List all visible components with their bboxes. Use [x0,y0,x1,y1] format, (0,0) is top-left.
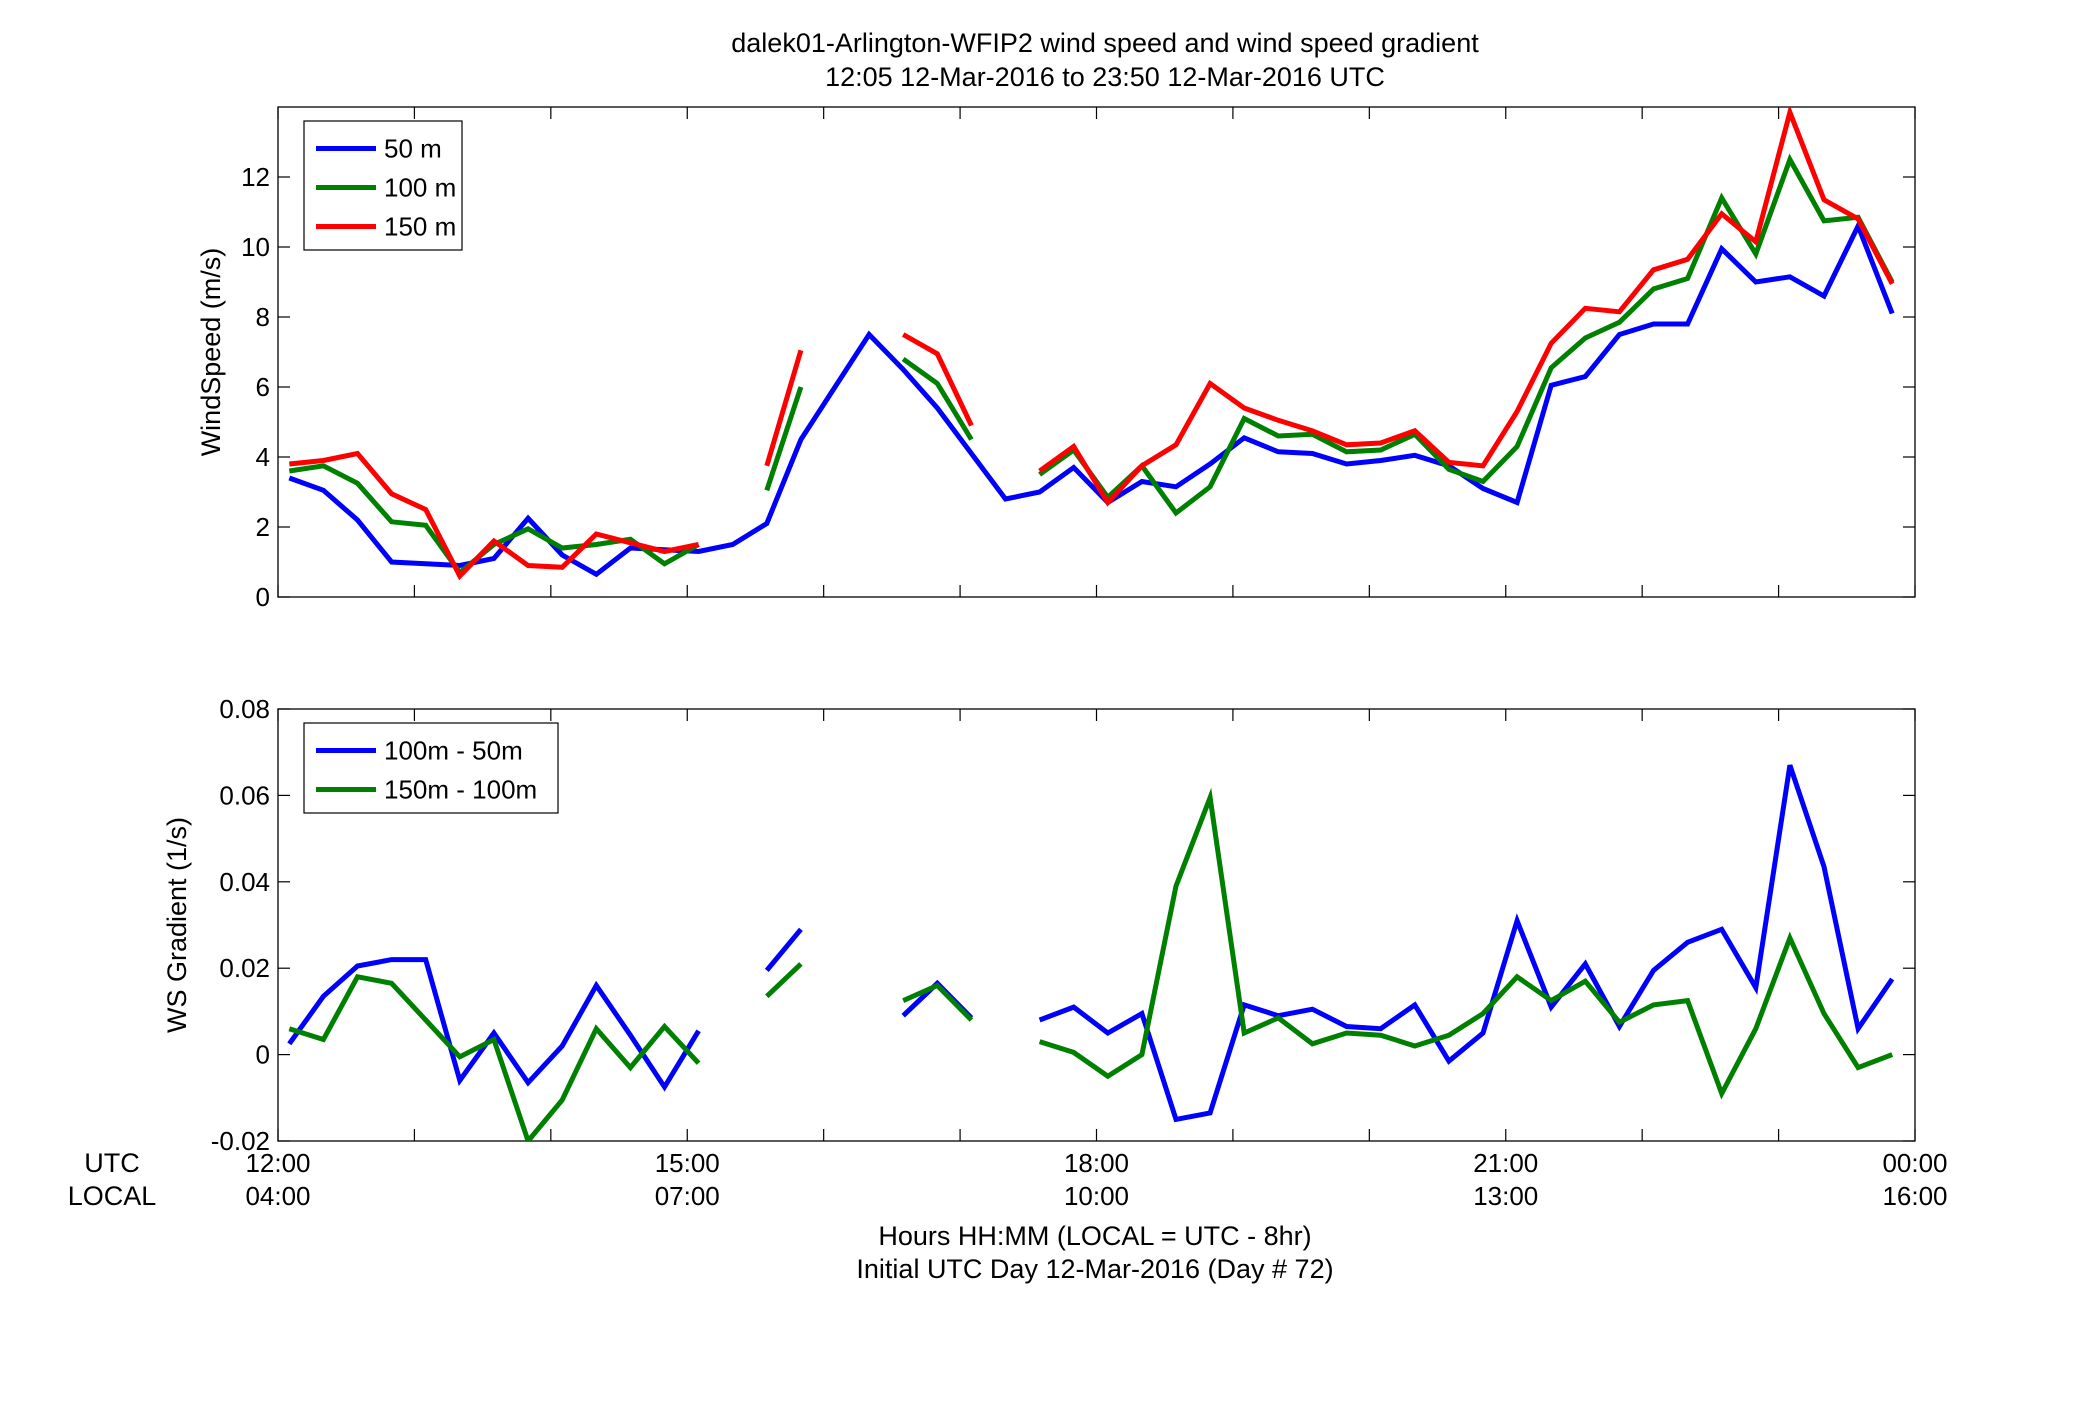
local-tick-label: 16:00 [1882,1181,1947,1211]
gradient-y-axis-label: WS Gradient (1/s) [162,817,192,1033]
windspeed-series-50-m [288,219,1895,578]
chart-title-line2: 12:05 12-Mar-2016 to 23:50 12-Mar-2016 U… [825,62,1385,92]
utc-row-label: UTC [84,1148,140,1178]
x-axis-label-line1: Hours HH:MM (LOCAL = UTC - 8hr) [878,1221,1311,1251]
windspeed-y-tick-label: 10 [241,232,270,262]
x-axis-label-line2: Initial UTC Day 12-Mar-2016 (Day # 72) [856,1254,1333,1284]
windspeed-legend-label-150-m: 150 m [384,212,456,242]
windspeed-series-100-m [901,356,974,441]
windspeed-series-150-m [289,450,700,581]
windspeed-panel: 0 2 4 6 8 10 12 WindSpeed (m/s) 50 m 100 m 150 m [196,106,1916,612]
windspeed-series-150-m [901,332,974,427]
windspeed-legend-label-100-m: 100 m [384,173,456,203]
gradient-panel: -0.02 0 0.02 0.04 0.06 0.08 WS Gradient (1/s) 1… [162,694,1916,1156]
gradient-y-tick-label: 0 [256,1040,270,1070]
utc-tick-label: 12:00 [245,1148,310,1178]
chart-title-line1: dalek01-Arlington-WFIP2 wind speed and w… [731,28,1479,58]
gradient-y-tick-label: 0.06 [219,780,270,810]
local-tick-label: 07:00 [655,1181,720,1211]
gradient-legend-label-100m-50m: 100m - 50m [384,736,523,766]
gradient-series-100m-50m [1038,764,1895,1123]
gradient-series-150m-100m [288,974,701,1141]
gradient-series-150m-100m [1038,787,1894,1100]
windspeed-series-150-m [764,349,804,467]
gradient-y-tick-label: 0.04 [219,867,270,897]
windspeed-y-tick-label: 0 [256,582,270,612]
windspeed-legend-label-50-m: 50 m [384,134,442,164]
gradient-y-tick-label: -0.02 [211,1126,270,1156]
local-tick-label: 04:00 [245,1181,310,1211]
windspeed-series-100-m [1038,153,1895,517]
utc-tick-label: 00:00 [1882,1148,1947,1178]
windspeed-y-tick-label: 6 [256,372,270,402]
gradient-y-tick-label: 0.02 [219,953,270,983]
utc-tick-label: 21:00 [1473,1148,1538,1178]
windspeed-y-axis-label: WindSpeed (m/s) [196,248,226,457]
gradient-series-150m-100m [902,982,974,1022]
gradient-y-tick-label: 0.08 [219,694,270,724]
windspeed-y-tick-label: 2 [256,512,270,542]
windspeed-series-150-m [1038,107,1895,507]
windspeed-y-tick-label: 4 [256,442,270,472]
gradient-legend-label-150m-100m: 150m - 100m [384,775,537,805]
gradient-series-100m-50m [287,957,701,1092]
gradient-series-100m-50m [764,927,803,972]
windspeed-series-100-m [764,386,804,492]
windspeed-y-tick-label: 8 [256,302,270,332]
local-tick-label: 10:00 [1064,1181,1129,1211]
utc-tick-label: 18:00 [1064,1148,1129,1178]
gradient-legend [303,722,559,814]
utc-tick-label: 15:00 [655,1148,720,1178]
gradient-series-150m-100m [765,962,803,999]
windspeed-axes-box [277,106,1916,598]
windspeed-y-tick-label: 12 [241,162,270,192]
local-tick-label: 13:00 [1473,1181,1538,1211]
local-row-label: LOCAL [68,1181,157,1211]
